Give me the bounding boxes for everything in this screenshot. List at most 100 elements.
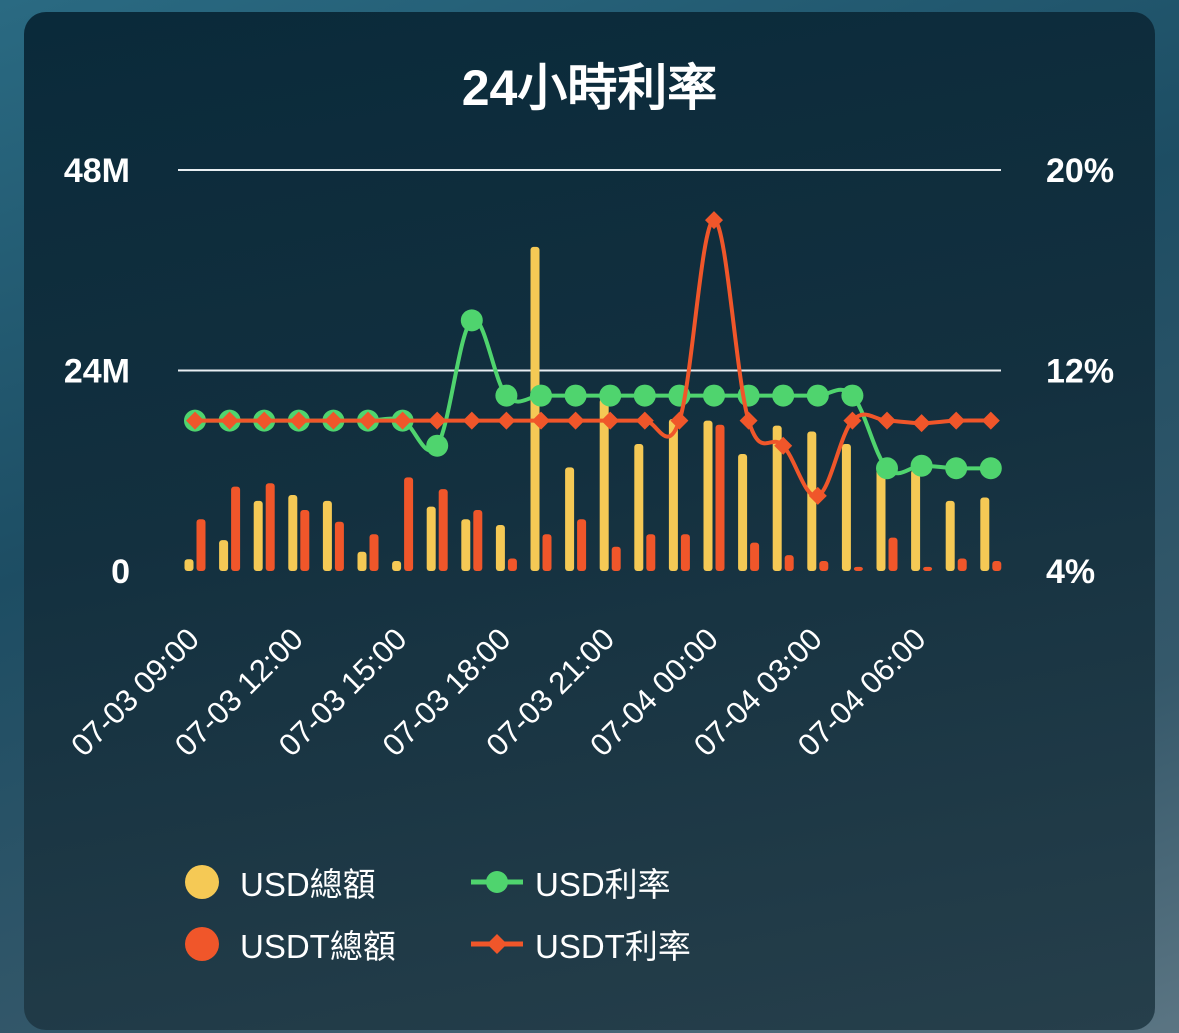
usd-rate-point bbox=[633, 384, 656, 407]
usdt-total-bar bbox=[888, 537, 898, 571]
usdt-total-bar bbox=[300, 510, 310, 571]
usdt-total-bar bbox=[542, 534, 552, 571]
axis-labels: 0 24M 48M 4% 12% 20% bbox=[64, 152, 1114, 591]
usdt-rate-point bbox=[635, 411, 654, 430]
usdt-rate-point bbox=[670, 411, 689, 430]
usd-total-bar bbox=[357, 551, 367, 571]
usd-total-bar bbox=[876, 467, 886, 571]
usd-rate-point bbox=[910, 454, 933, 477]
usd-total-bar bbox=[634, 444, 644, 571]
legend-item[interactable]: USD總額 bbox=[170, 862, 465, 903]
usd-rate-point bbox=[564, 384, 587, 407]
usdt-rate-point bbox=[220, 411, 239, 430]
chart-card bbox=[24, 12, 1155, 1030]
usdt-total-bar bbox=[265, 483, 275, 571]
usdt-total-bar bbox=[611, 546, 621, 571]
usd-total-bar bbox=[461, 519, 471, 571]
usd-total-bar bbox=[426, 506, 436, 571]
bars bbox=[184, 246, 1002, 571]
left-axis-tick: 0 bbox=[111, 553, 130, 591]
usdt-total-bar bbox=[438, 489, 448, 571]
lines bbox=[184, 211, 1002, 505]
usd-rate-point bbox=[599, 384, 622, 407]
usdt-rate-point bbox=[462, 411, 481, 430]
usdt-total-bar bbox=[750, 542, 760, 571]
usdt-rate-point bbox=[497, 411, 516, 430]
usdt-total-bar bbox=[196, 519, 206, 571]
usd-total-bar bbox=[807, 431, 817, 571]
usdt-rate-point bbox=[428, 411, 447, 430]
usdt-rate-point bbox=[981, 411, 1000, 430]
usdt-total-bar bbox=[819, 560, 829, 571]
usd-rate-line bbox=[195, 317, 991, 476]
usd-rate-point bbox=[772, 384, 795, 407]
usdt-total-bar bbox=[992, 560, 1002, 571]
usdt-total-bar bbox=[853, 566, 863, 571]
usdt-rate-line bbox=[195, 218, 991, 498]
usdt-rate-point bbox=[601, 411, 620, 430]
usdt-total-bar bbox=[577, 519, 587, 571]
usdt-total-bar bbox=[473, 510, 483, 571]
grid-lines bbox=[178, 169, 1001, 372]
usd-rate-point bbox=[876, 457, 898, 480]
usdt-rate-point bbox=[947, 411, 966, 430]
usdt-total-bar bbox=[507, 558, 517, 571]
usd-total-bar bbox=[599, 398, 609, 571]
usd-rate-point bbox=[530, 384, 552, 407]
usdt-total-bar bbox=[715, 424, 725, 571]
usdt-rate-point bbox=[393, 411, 412, 430]
usd-total-bar bbox=[392, 560, 402, 571]
usdt-total-bar bbox=[680, 534, 690, 571]
usdt-rate-point bbox=[532, 411, 550, 430]
usd-rate-point bbox=[495, 384, 518, 407]
legend-label: USDT利率 bbox=[535, 928, 691, 965]
legend-item[interactable]: USDT利率 bbox=[465, 924, 760, 965]
usdt-rate-point bbox=[566, 411, 585, 430]
usdt-total-bar bbox=[646, 534, 656, 571]
usdt-rate-point bbox=[705, 211, 723, 230]
usd-total-bar bbox=[253, 500, 263, 571]
usd-total-bar bbox=[219, 540, 229, 571]
usdt-total-bar bbox=[369, 534, 379, 571]
usdt-rate-point bbox=[324, 411, 343, 430]
usd-rate-point bbox=[426, 434, 449, 457]
usdt-total-bar bbox=[957, 558, 967, 571]
usd-total-bar bbox=[668, 418, 678, 571]
legend-dot-icon bbox=[185, 927, 219, 961]
chart-title: 24小時利率 bbox=[461, 60, 718, 116]
usd-total-bar bbox=[703, 420, 713, 571]
legend-item[interactable]: USD利率 bbox=[465, 862, 760, 903]
usdt-total-bar bbox=[784, 555, 794, 571]
usdt-rate-point bbox=[289, 411, 308, 430]
usdt-total-bar bbox=[923, 566, 933, 571]
usd-total-bar bbox=[288, 494, 298, 571]
usdt-rate-point bbox=[878, 411, 896, 430]
usdt-rate-point bbox=[739, 411, 758, 430]
legend-item[interactable]: USDT總額 bbox=[170, 924, 465, 965]
usd-rate-point bbox=[945, 457, 968, 480]
usdt-rate-point bbox=[843, 411, 862, 430]
usdt-total-bar bbox=[334, 521, 344, 571]
usd-total-bar bbox=[322, 500, 332, 571]
legend-line-diamond-icon bbox=[471, 934, 523, 954]
right-axis-tick: 12% bbox=[1046, 353, 1114, 391]
usdt-total-bar bbox=[404, 477, 414, 571]
left-axis-tick: 48M bbox=[64, 152, 130, 190]
usd-total-bar bbox=[530, 246, 540, 571]
usd-total-bar bbox=[565, 467, 575, 571]
usdt-rate-point bbox=[186, 411, 204, 430]
usd-total-bar bbox=[980, 497, 990, 571]
usdt-rate-point bbox=[359, 411, 377, 430]
usd-total-bar bbox=[841, 444, 851, 571]
usdt-rate-point bbox=[774, 436, 793, 455]
right-axis-tick: 4% bbox=[1046, 553, 1095, 591]
usd-total-bar bbox=[738, 454, 748, 571]
legend-label: USD總額 bbox=[240, 866, 376, 903]
usd-rate-point bbox=[703, 384, 725, 407]
legend: USD總額 USD利率 USDT總額 USDT利率 bbox=[170, 862, 1030, 965]
usd-rate-point bbox=[841, 384, 864, 407]
legend-dot-icon bbox=[185, 865, 219, 899]
usd-total-bar bbox=[772, 425, 782, 571]
